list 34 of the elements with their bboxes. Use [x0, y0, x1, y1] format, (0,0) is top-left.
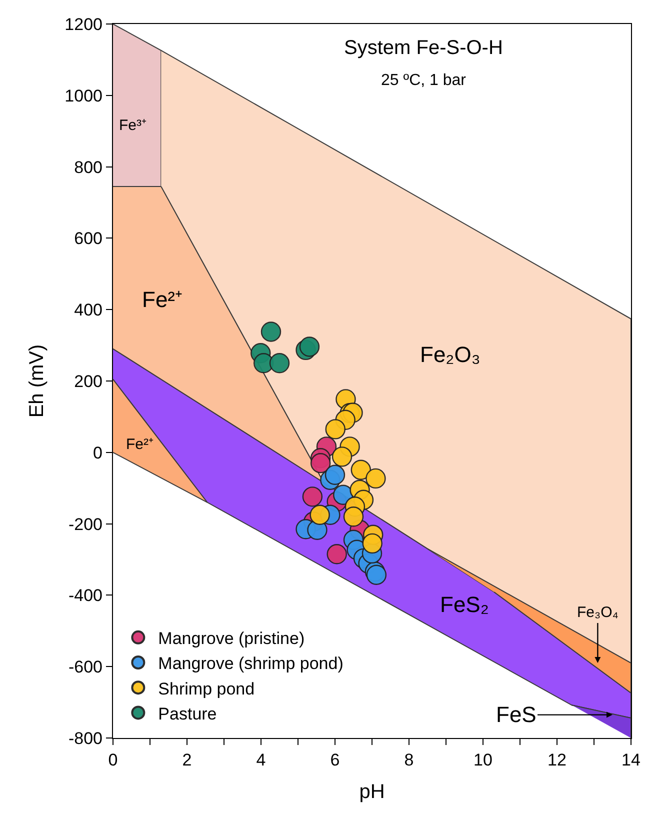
legend-label: Shrimp pond: [158, 679, 255, 698]
series-label: Fe₃O₄: [577, 604, 618, 621]
text: 25 ºC, 1 bar: [381, 72, 467, 89]
y-axis-title: Eh (mV): [26, 344, 48, 418]
text: System Fe-S-O-H: [344, 37, 503, 59]
x-tick-label: 14: [622, 750, 640, 770]
series-label: Fe³⁺: [119, 117, 146, 134]
y-tick-label: -200: [68, 514, 102, 534]
legend-label: Pasture: [158, 704, 217, 724]
y-tick-label: 600: [74, 229, 102, 248]
y-tick-label: 800: [74, 158, 102, 177]
x-axis-title: pH: [359, 781, 385, 803]
series-label: FeS: [496, 702, 536, 727]
x-tick-label: 0: [108, 750, 118, 770]
legend-label: Mangrove (pristine): [158, 629, 305, 648]
x-tick-label: 6: [330, 750, 340, 770]
y-tick-label: -600: [68, 658, 102, 677]
x-tick-label: 12: [548, 750, 566, 770]
y-tick-label: 1000: [64, 86, 102, 106]
y-tick-label: 0: [93, 443, 102, 462]
y-tick-label: -400: [68, 586, 102, 606]
x-tick-label: 2: [182, 750, 192, 770]
x-tick-label: 4: [256, 750, 266, 770]
series-label: Fe²⁺: [126, 436, 154, 453]
x-tick-label: 8: [404, 750, 414, 770]
y-tick-label: 400: [74, 300, 102, 320]
y-tick-label: 200: [74, 372, 102, 391]
y-tick-label: 1200: [64, 14, 102, 34]
series-label: FeS₂: [440, 592, 489, 617]
y-tick-label: -800: [68, 728, 102, 748]
series-label: Fe₂O₃: [420, 342, 480, 367]
legend-label: Mangrove (shrimp pond): [158, 654, 344, 674]
series-label: Fe²⁺: [142, 287, 182, 312]
x-tick-label: 10: [474, 750, 492, 770]
